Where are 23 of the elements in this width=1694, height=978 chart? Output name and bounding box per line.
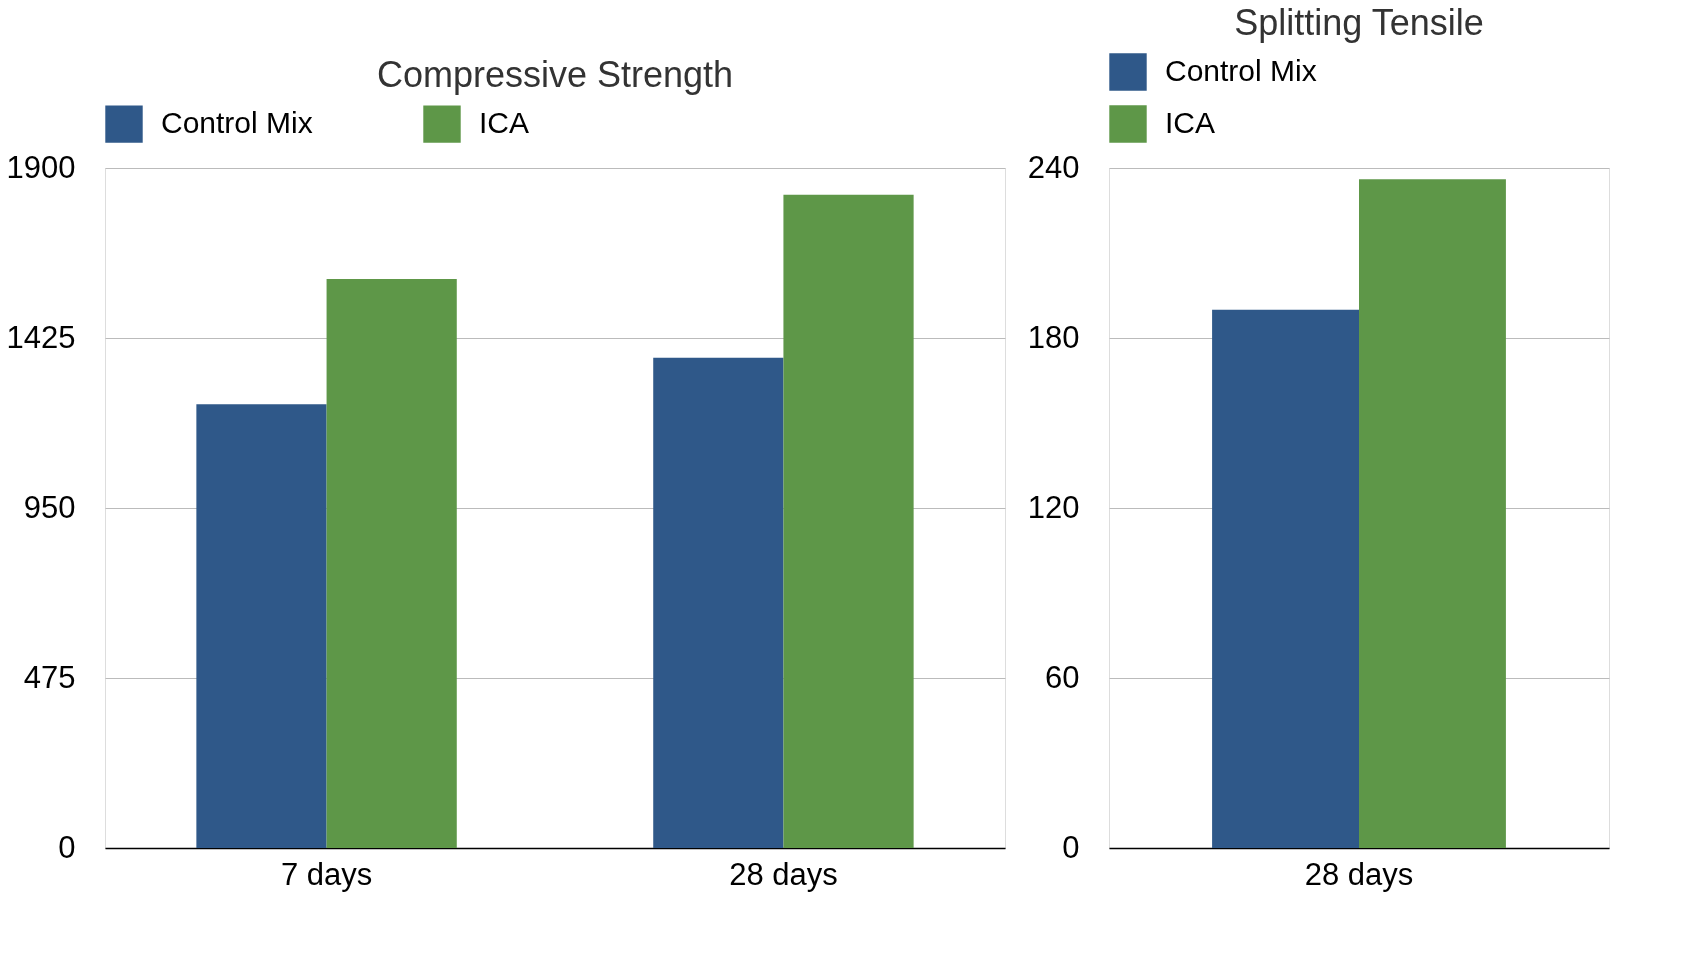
y-tick-label: 120 [1027,489,1080,525]
y-tick-label: 0 [1062,829,1080,865]
y-tick-label: 950 [23,489,76,525]
legend-label: ICA [1165,106,1216,139]
x-tick-label: 28 days [1304,856,1414,892]
x-tick-label: 28 days [729,856,838,892]
bar [653,357,784,848]
x-tick-label: 7 days [280,856,373,892]
legend-label: Control Mix [1165,54,1317,87]
legend-label: ICA [479,106,530,140]
y-tick-label: 60 [1045,659,1080,695]
chart-title: Splitting Tensile [1234,2,1484,43]
bar [326,278,457,848]
y-tick-label: 180 [1027,319,1080,355]
bar [783,194,914,848]
y-tick-label: 240 [1027,149,1080,185]
y-tick-label: 0 [58,829,76,865]
y-tick-label: 475 [23,659,76,695]
y-tick-label: 1425 [6,319,76,355]
bar [196,404,327,848]
chart-title: Compressive Strength [376,54,734,95]
legend-label: Control Mix [161,106,313,140]
y-tick-label: 1900 [6,149,76,185]
